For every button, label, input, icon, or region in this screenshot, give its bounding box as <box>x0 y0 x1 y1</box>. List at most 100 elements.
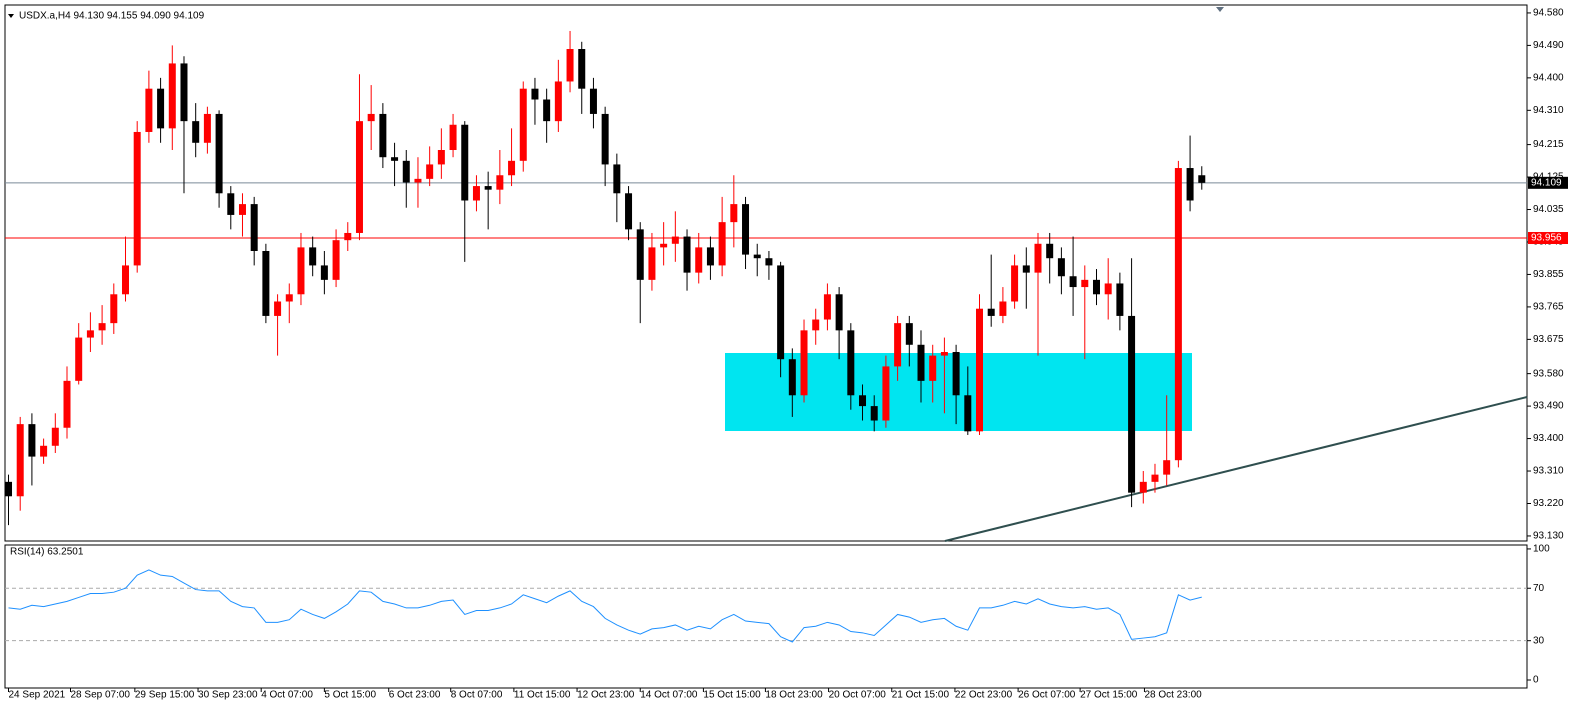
candle-body <box>391 157 399 161</box>
x-tick-label: 5 Oct 15:00 <box>324 690 376 701</box>
x-tick-label: 4 Oct 07:00 <box>261 690 313 701</box>
candle-body <box>882 366 890 421</box>
trend-line <box>944 396 1528 542</box>
candle-body <box>297 247 305 295</box>
candle-body <box>589 88 597 114</box>
y-tick-label: 30 <box>1533 635 1545 646</box>
x-tick-label: 26 Oct 07:00 <box>1018 690 1076 701</box>
price-panel <box>4 4 1528 542</box>
candle-body <box>133 131 141 266</box>
candle-body <box>812 319 820 331</box>
candle-body <box>238 204 246 215</box>
candle-body <box>788 359 796 396</box>
x-tick-label: 27 Oct 15:00 <box>1080 690 1138 701</box>
candle-body <box>1011 265 1019 302</box>
candle-body <box>250 204 258 251</box>
candle-body <box>648 247 656 280</box>
candle-body <box>5 481 13 497</box>
y-tick-label: 94.035 <box>1533 204 1564 215</box>
candle-body <box>1139 481 1147 493</box>
price-label: 93.956 <box>1531 233 1562 244</box>
y-tick-label: 0 <box>1533 675 1539 686</box>
rsi-title: RSI(14) 63.2501 <box>10 547 84 558</box>
candle-body <box>86 330 94 338</box>
x-tick-label: 30 Sep 23:00 <box>198 690 258 701</box>
x-tick-label: 21 Oct 15:00 <box>892 690 950 701</box>
candle-body <box>1104 283 1112 295</box>
candle-body <box>1186 168 1194 201</box>
candle-body <box>508 160 516 176</box>
candle-body <box>554 81 562 122</box>
candle-body <box>718 222 726 266</box>
y-tick-label: 93.130 <box>1533 531 1564 542</box>
candle-body <box>601 113 609 165</box>
candle-body <box>461 124 469 201</box>
candle-body <box>1022 265 1030 273</box>
candle-body <box>63 380 71 428</box>
candle-body <box>695 247 703 273</box>
candle-body <box>636 229 644 280</box>
y-tick-label: 93.220 <box>1533 498 1564 509</box>
candle-body <box>777 265 785 360</box>
y-tick-label: 93.400 <box>1533 433 1564 444</box>
candle-body <box>379 113 387 158</box>
candle-body <box>332 240 340 280</box>
candle-body <box>1057 258 1065 277</box>
candle-body <box>309 247 317 266</box>
y-tick-label: 93.855 <box>1533 269 1564 280</box>
candle-body <box>1046 243 1054 259</box>
x-tick-label: 6 Oct 23:00 <box>389 690 441 701</box>
candle-body <box>168 63 176 129</box>
price-label-box <box>1528 232 1568 245</box>
x-tick-label: 18 Oct 23:00 <box>765 690 823 701</box>
candle-body <box>344 232 352 241</box>
candle-body <box>999 301 1007 316</box>
candle-body <box>227 193 235 215</box>
candle-body <box>1116 283 1124 316</box>
candle-body <box>531 88 539 100</box>
candle-body <box>192 121 200 143</box>
candle-body <box>917 344 925 381</box>
candle-body <box>543 99 551 122</box>
candle-body <box>894 323 902 367</box>
candle-body <box>905 323 913 345</box>
candle-body <box>426 164 434 179</box>
candle-body <box>51 427 59 446</box>
x-tick-label: 28 Sep 07:00 <box>71 690 131 701</box>
candle-body <box>414 178 422 183</box>
y-tick-label: 94.490 <box>1533 40 1564 51</box>
x-tick-label: 28 Oct 23:00 <box>1144 690 1202 701</box>
candle-body <box>402 160 410 183</box>
y-tick-label: 70 <box>1533 583 1545 594</box>
candle-body <box>765 258 773 266</box>
candle-body <box>40 445 48 457</box>
candle-body <box>28 424 36 457</box>
candle-body <box>1092 279 1100 295</box>
candle-body <box>1163 460 1171 475</box>
candle-body <box>859 395 867 407</box>
y-tick-label: 93.675 <box>1533 334 1564 345</box>
candle-body <box>145 88 153 132</box>
candle-body <box>730 204 738 223</box>
candle-body <box>1198 175 1206 183</box>
y-tick-label: 94.580 <box>1533 8 1564 19</box>
y-tick-label: 93.765 <box>1533 302 1564 313</box>
candle-body <box>1174 168 1182 461</box>
y-tick-label: 94.400 <box>1533 73 1564 84</box>
x-tick-label: 29 Sep 15:00 <box>135 690 195 701</box>
x-tick-label: 24 Sep 2021 <box>9 690 66 701</box>
candle-body <box>578 49 586 89</box>
y-tick-label: 94.215 <box>1533 139 1564 150</box>
candle-body <box>1081 279 1089 288</box>
candle-body <box>660 243 668 248</box>
price-label-box <box>1528 176 1568 189</box>
candle-body <box>987 308 995 316</box>
candle-body <box>320 265 328 280</box>
rsi-panel <box>4 544 1528 689</box>
candle-body <box>929 355 937 381</box>
candle-body <box>870 406 878 421</box>
candle-body <box>355 121 363 233</box>
x-tick-label: 14 Oct 07:00 <box>640 690 698 701</box>
candle-body <box>16 424 24 497</box>
y-tick-label: 93.310 <box>1533 466 1564 477</box>
